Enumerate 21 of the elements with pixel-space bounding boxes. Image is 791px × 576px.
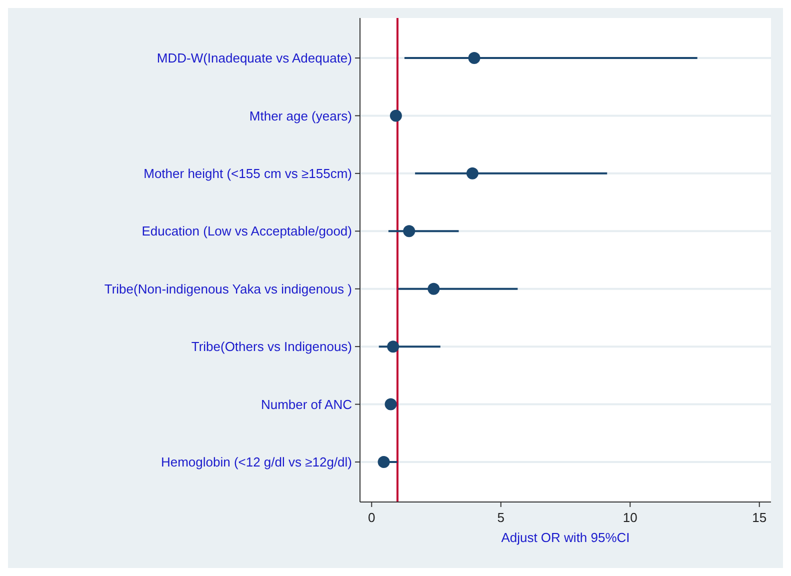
y-tick-label: Number of ANC [260, 396, 352, 412]
x-tick-label: 10 [622, 510, 638, 525]
point [466, 167, 478, 180]
point [384, 398, 397, 410]
x-tick-label: 15 [752, 510, 767, 525]
x-tick-label: 5 [497, 510, 504, 525]
x-tick-label: 0 [368, 510, 376, 525]
point [387, 340, 400, 353]
point [403, 225, 416, 238]
y-tick-label: Tribe(Non-indigenous Yaka vs indigenous ) [104, 281, 352, 296]
point [378, 456, 390, 468]
y-tick-label: Hemoglobin (<12 g/dl vs ≥12g/dl) [160, 454, 352, 470]
y-tick-label: Mother height (<155 cm vs ≥155cm) [144, 166, 352, 181]
point [468, 52, 480, 64]
point [428, 282, 440, 295]
point [390, 110, 402, 122]
y-tick-label: MDD-W(Inadequate vs Adequate) [156, 50, 352, 66]
y-tick-label: Tribe(Others vs Indigenous) [191, 339, 352, 354]
y-tick-label: Education (Low vs Acceptable/good) [142, 224, 352, 239]
x-axis-title: Adjust OR with 95%CI [501, 530, 630, 545]
y-tick-label: Mther age (years) [249, 108, 352, 124]
